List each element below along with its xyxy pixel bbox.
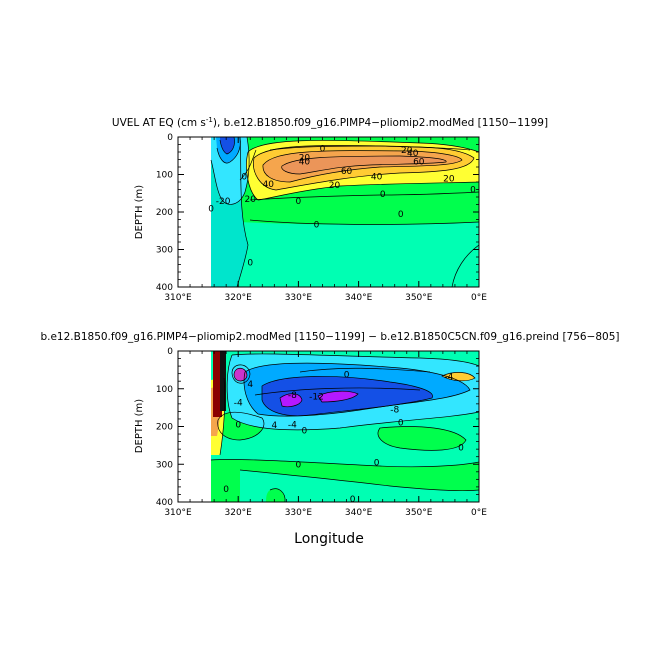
top-axis-ticks: 310°E 320°E 330°E 340°E 350°E 0°E010020030040…	[156, 133, 487, 303]
bottom-fill-coast-darkred	[213, 351, 222, 417]
bottom-contour-label: 0	[223, 485, 229, 495]
bottom-contour-label: -4	[444, 373, 453, 383]
top-xtick-label: 330°E	[285, 293, 313, 303]
bottom-fill-deep-teal	[240, 470, 479, 502]
top-contour-label: 0	[470, 186, 476, 196]
bottom-contour-label: 0	[235, 421, 241, 431]
bottom-fill-eastward-jet	[442, 372, 475, 381]
top-ytick-label: 300	[156, 246, 173, 256]
top-ytick-label: 100	[156, 171, 173, 181]
bottom-xtick-label: 350°E	[405, 508, 433, 518]
bottom-contour-label: -4	[234, 398, 243, 408]
top-contour-label: 0	[208, 204, 214, 214]
bottom-ylabel: DEPTH (m)	[134, 399, 145, 453]
top-contour-label: 0	[247, 259, 253, 269]
bottom-contour-lines	[210, 353, 480, 503]
top-contour-label: 40	[263, 180, 275, 190]
bottom-fill-green-blob	[266, 488, 286, 502]
top-contour-label: 40	[371, 172, 383, 182]
top-xtick-label: 0°E	[471, 293, 487, 303]
bottom-fill-magenta-east	[318, 391, 358, 402]
top-contour-label: 40	[299, 157, 311, 167]
bottom-axis-ticks: 310°E 320°E 330°E 340°E 350°E 0°E010020030040…	[156, 347, 487, 518]
bottom-contour-label: 4	[271, 421, 277, 431]
bottom-contour-label: 0	[302, 426, 308, 436]
top-ytick-label: 0	[167, 133, 173, 143]
top-ytick-label: 200	[156, 208, 173, 218]
bottom-contour-label: -4	[288, 421, 297, 431]
top-contour-label: 20	[443, 174, 455, 184]
bottom-xtick-label: 310°E	[164, 508, 192, 518]
top-xtick-label: 320°E	[225, 293, 253, 303]
bottom-ytick-label: 200	[156, 423, 173, 433]
bottom-title: b.e12.B1850.f09_g16.PIMP4−pliomip2.modMe…	[40, 331, 619, 343]
top-contour-label: -20	[216, 197, 231, 207]
top-contour-label: 0	[380, 190, 386, 200]
bottom-xtick-label: 0°E	[471, 508, 487, 518]
bottom-xlabel: Longitude	[294, 531, 364, 547]
top-contour-lines	[210, 136, 480, 288]
bottom-contour-label: 0	[398, 419, 404, 429]
bottom-contour-label: 0	[344, 370, 350, 380]
top-contour-label: 0	[296, 197, 302, 207]
top-contour-label: 0	[398, 210, 404, 220]
bottom-panel: b.e12.B1850.f09_g16.PIMP4−pliomip2.modMe…	[40, 331, 619, 547]
top-ytick-label: 400	[156, 283, 173, 293]
top-xtick-label: 350°E	[405, 293, 433, 303]
bottom-contour-label: 0	[458, 443, 464, 453]
top-contour-label: 20	[401, 146, 413, 156]
top-contour-label: 60	[341, 167, 353, 177]
bottom-xtick-label: 340°E	[345, 508, 373, 518]
top-fill-westward-core	[220, 137, 235, 154]
bottom-contour-label: -8	[390, 406, 399, 416]
top-contour-label: 0	[314, 220, 320, 230]
top-fill-lower-cyan	[211, 220, 479, 287]
bottom-xtick-label: 320°E	[225, 508, 253, 518]
top-panel: UVEL AT EQ (cm s-1), b.e12.B1850.f09_g16…	[112, 116, 548, 303]
top-xtick-label: 340°E	[345, 293, 373, 303]
top-xtick-label: 310°E	[164, 293, 192, 303]
bottom-fill-magenta-west	[280, 393, 302, 407]
top-contour-label: 20	[329, 181, 341, 191]
top-title-superscript: -1	[206, 116, 213, 124]
bottom-ytick-label: 0	[167, 347, 173, 357]
bottom-ytick-label: 400	[156, 498, 173, 508]
bottom-fill-coast-black	[220, 351, 226, 411]
bottom-contour-label: 0	[296, 460, 302, 470]
bottom-ytick-label: 300	[156, 460, 173, 470]
top-contour-label: 40	[407, 149, 419, 159]
top-fill-deep-east	[452, 245, 479, 287]
bottom-contour-label: -8	[288, 391, 297, 401]
bottom-ytick-label: 100	[156, 385, 173, 395]
bottom-contour-label: 0	[374, 458, 380, 468]
bottom-fill-magenta-eddy	[234, 368, 247, 382]
top-title-rest: ), b.e12.B1850.f09_g16.PIMP4−pliomip2.mo…	[213, 117, 548, 129]
top-contour-label: 0	[320, 144, 326, 154]
top-contour-label: 20	[245, 195, 257, 205]
bottom-contour-label: 4	[247, 380, 253, 390]
top-contour-label: 0	[241, 172, 247, 182]
bottom-contour-label: -12	[309, 392, 324, 402]
bottom-contour-label: 0	[350, 495, 356, 505]
top-ylabel: DEPTH (m)	[134, 185, 145, 239]
bottom-contour-labels: -4 4 -4 -8 -12 0 -8 -4 0 0 4 0 0 0 0 0 0	[223, 370, 464, 505]
bottom-fill-green-lens-east	[378, 426, 466, 451]
top-contour-label: 60	[413, 157, 425, 167]
top-title: UVEL AT EQ (cm s-1), b.e12.B1850.f09_g16…	[112, 116, 548, 129]
top-contour-label: 20	[299, 154, 311, 164]
bottom-xtick-label: 330°E	[285, 508, 313, 518]
